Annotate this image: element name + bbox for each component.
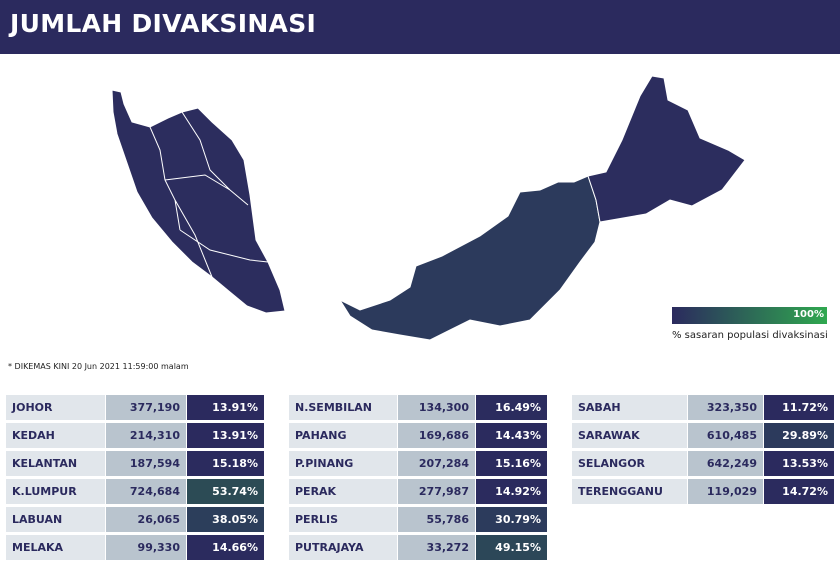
sabah bbox=[587, 75, 746, 223]
vaccinated-percent: 13.53% bbox=[764, 451, 834, 476]
vaccinated-count: 214,310 bbox=[106, 423, 186, 448]
vaccinated-count: 169,686 bbox=[398, 423, 475, 448]
state-row: KELANTAN 187,594 15.18% bbox=[6, 451, 264, 476]
state-table: SABAH 323,350 11.72% SARAWAK 610,485 29.89% SE… bbox=[572, 395, 834, 507]
vaccinated-percent: 38.05% bbox=[187, 507, 264, 532]
state-name: PERLIS bbox=[289, 507, 397, 532]
state-name: P.PINANG bbox=[289, 451, 397, 476]
state-name: PERAK bbox=[289, 479, 397, 504]
state-row: PERLIS 55,786 30.79% bbox=[289, 507, 547, 532]
state-row: PERAK 277,987 14.92% bbox=[289, 479, 547, 504]
vaccinated-count: 642,249 bbox=[688, 451, 763, 476]
state-row: PUTRAJAYA 33,272 49.15% bbox=[289, 535, 547, 560]
legend-caption: % sasaran populasi divaksinasi bbox=[672, 330, 828, 341]
vaccinated-count: 99,330 bbox=[106, 535, 186, 560]
vaccinated-count: 187,594 bbox=[106, 451, 186, 476]
update-note: * DIKEMAS KINI 20 Jun 2021 11:59:00 mala… bbox=[8, 362, 189, 371]
vaccinated-count: 119,029 bbox=[688, 479, 763, 504]
state-table: N.SEMBILAN 134,300 16.49% PAHANG 169,686 14.4… bbox=[289, 395, 547, 563]
vaccinated-count: 134,300 bbox=[398, 395, 475, 420]
vaccinated-percent: 13.91% bbox=[187, 395, 264, 420]
vaccinated-percent: 16.49% bbox=[476, 395, 547, 420]
vaccinated-count: 33,272 bbox=[398, 535, 475, 560]
vaccinated-count: 724,684 bbox=[106, 479, 186, 504]
vaccinated-percent: 13.91% bbox=[187, 423, 264, 448]
state-row: KEDAH 214,310 13.91% bbox=[6, 423, 264, 448]
map bbox=[111, 75, 746, 341]
vaccinated-percent: 30.79% bbox=[476, 507, 547, 532]
state-name: MELAKA bbox=[6, 535, 105, 560]
vaccinated-percent: 15.18% bbox=[187, 451, 264, 476]
vaccinated-percent: 15.16% bbox=[476, 451, 547, 476]
vaccinated-count: 323,350 bbox=[688, 395, 763, 420]
legend-gradient: 100% bbox=[672, 307, 827, 324]
state-row: JOHOR 377,190 13.91% bbox=[6, 395, 264, 420]
state-name: PAHANG bbox=[289, 423, 397, 448]
vaccinated-count: 26,065 bbox=[106, 507, 186, 532]
vaccinated-count: 207,284 bbox=[398, 451, 475, 476]
title: JUMLAH DIVAKSINASI bbox=[10, 9, 317, 38]
state-row: SARAWAK 610,485 29.89% bbox=[572, 423, 834, 448]
vaccinated-count: 377,190 bbox=[106, 395, 186, 420]
sarawak bbox=[338, 175, 601, 341]
vaccinated-count: 610,485 bbox=[688, 423, 763, 448]
peninsular-malaysia bbox=[111, 89, 286, 314]
vaccinated-percent: 14.43% bbox=[476, 423, 547, 448]
vaccinated-percent: 14.72% bbox=[764, 479, 834, 504]
state-name: LABUAN bbox=[6, 507, 105, 532]
state-name: K.LUMPUR bbox=[6, 479, 105, 504]
legend-max-label: 100% bbox=[793, 309, 824, 320]
state-row: TERENGGANU 119,029 14.72% bbox=[572, 479, 834, 504]
state-name: KELANTAN bbox=[6, 451, 105, 476]
state-name: N.SEMBILAN bbox=[289, 395, 397, 420]
vaccinated-count: 55,786 bbox=[398, 507, 475, 532]
state-row: SELANGOR 642,249 13.53% bbox=[572, 451, 834, 476]
state-name: JOHOR bbox=[6, 395, 105, 420]
state-name: KEDAH bbox=[6, 423, 105, 448]
state-name: TERENGGANU bbox=[572, 479, 687, 504]
vaccinated-percent: 53.74% bbox=[187, 479, 264, 504]
state-row: LABUAN 26,065 38.05% bbox=[6, 507, 264, 532]
state-lines bbox=[149, 111, 269, 278]
state-row: P.PINANG 207,284 15.16% bbox=[289, 451, 547, 476]
state-name: PUTRAJAYA bbox=[289, 535, 397, 560]
state-name: SELANGOR bbox=[572, 451, 687, 476]
vaccinated-percent: 14.92% bbox=[476, 479, 547, 504]
state-row: N.SEMBILAN 134,300 16.49% bbox=[289, 395, 547, 420]
state-row: SABAH 323,350 11.72% bbox=[572, 395, 834, 420]
state-table: JOHOR 377,190 13.91% KEDAH 214,310 13.91% KELA… bbox=[6, 395, 264, 563]
header: JUMLAH DIVAKSINASI bbox=[0, 0, 840, 54]
state-name: SARAWAK bbox=[572, 423, 687, 448]
state-name: SABAH bbox=[572, 395, 687, 420]
state-row: PAHANG 169,686 14.43% bbox=[289, 423, 547, 448]
vaccinated-percent: 29.89% bbox=[764, 423, 834, 448]
vaccinated-percent: 11.72% bbox=[764, 395, 834, 420]
vaccinated-percent: 14.66% bbox=[187, 535, 264, 560]
state-row: K.LUMPUR 724,684 53.74% bbox=[6, 479, 264, 504]
vaccinated-percent: 49.15% bbox=[476, 535, 547, 560]
state-row: MELAKA 99,330 14.66% bbox=[6, 535, 264, 560]
vaccinated-count: 277,987 bbox=[398, 479, 475, 504]
